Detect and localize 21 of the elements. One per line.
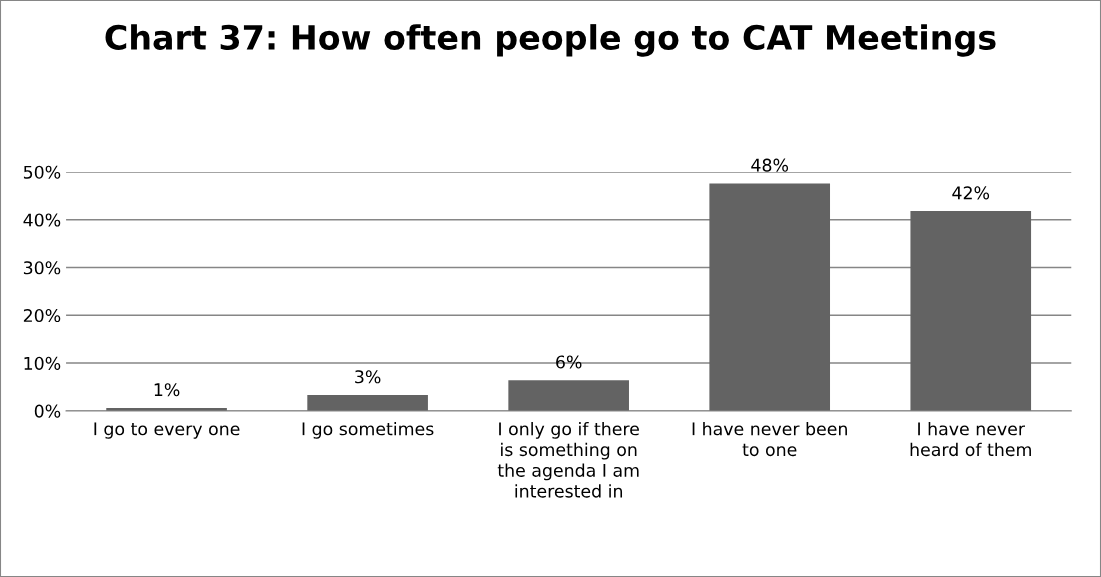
y-tick-label: 40% xyxy=(23,213,61,227)
data-label: 48% xyxy=(751,158,789,172)
y-tick-label: 0% xyxy=(34,404,61,418)
x-tick-label: I go to every one xyxy=(94,422,240,439)
bar xyxy=(910,211,1032,411)
y-tick-label: 10% xyxy=(24,356,61,370)
x-tick-label: I go sometimes xyxy=(302,421,434,439)
bar xyxy=(709,183,831,411)
y-tick-label: 50% xyxy=(23,165,61,179)
chart-title: Chart 37: How often people go to CAT Meetings xyxy=(105,24,996,57)
data-label: 42% xyxy=(952,186,990,200)
data-label: 6% xyxy=(556,355,582,369)
x-tick-label: I have never been to one xyxy=(692,421,847,457)
x-tick-label: I only go if there is something on the agenda I am interested in xyxy=(497,421,639,498)
x-tick-label: I have never heard of them xyxy=(910,421,1031,457)
data-label: 3% xyxy=(355,370,381,384)
bar xyxy=(508,380,629,411)
data-label: 1% xyxy=(154,383,180,397)
y-tick-label: 30% xyxy=(23,261,61,275)
bar xyxy=(307,395,428,411)
y-tick-label: 20% xyxy=(23,308,61,323)
